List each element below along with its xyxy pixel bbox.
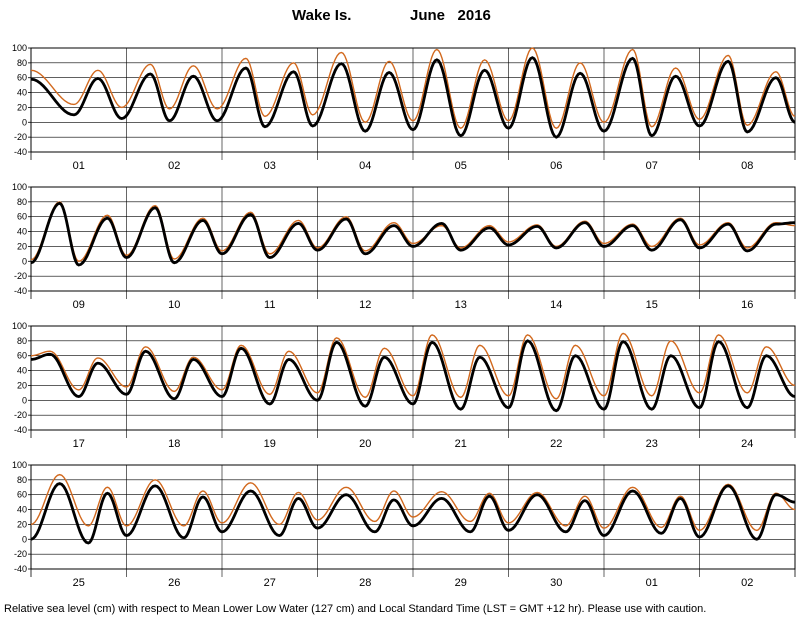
day-label: 30 xyxy=(550,577,562,589)
y-tick-label: -40 xyxy=(14,425,27,435)
day-label: 23 xyxy=(646,438,658,450)
day-label: 02 xyxy=(741,577,753,589)
y-tick-label: 60 xyxy=(17,351,27,361)
predicted-series-line xyxy=(30,201,796,267)
day-label: 01 xyxy=(73,160,85,172)
y-tick-label: 20 xyxy=(17,241,27,251)
day-label: 12 xyxy=(359,299,371,311)
panel-frame xyxy=(30,464,796,570)
chart-footnote: Relative sea level (cm) with respect to … xyxy=(4,603,706,615)
y-tick-label: 80 xyxy=(17,336,27,346)
y-tick-label: -20 xyxy=(14,549,27,559)
day-label: 26 xyxy=(168,577,180,589)
day-label: 02 xyxy=(168,160,180,172)
y-tick-label: 60 xyxy=(17,212,27,222)
day-label: 05 xyxy=(455,160,467,172)
panel-1: 100 80 60 40 20 0 -20 -40 01 02 03 04 05 06 07 08 xyxy=(12,43,796,172)
y-tick-label: -40 xyxy=(14,286,27,296)
panel-3: 100 80 60 40 20 0 -20 -40 17 18 19 20 21 22 23 24 xyxy=(12,321,796,450)
y-tick-label: 40 xyxy=(17,227,27,237)
y-tick-label: -20 xyxy=(14,132,27,142)
y-tick-label: 40 xyxy=(17,88,27,98)
panel-4: 100 80 60 40 20 0 -20 -40 25 26 27 28 29 30 01 02 xyxy=(12,460,796,589)
day-label: 28 xyxy=(359,577,371,589)
y-tick-label: 0 xyxy=(22,395,27,405)
y-tick-label: 100 xyxy=(12,460,27,470)
predicted-series-line xyxy=(30,482,796,545)
chart-title-month-year: June 2016 xyxy=(410,7,491,24)
y-tick-label: 0 xyxy=(22,256,27,266)
day-label: 08 xyxy=(741,160,753,172)
y-tick-label: 80 xyxy=(17,197,27,207)
day-label: 03 xyxy=(264,160,276,172)
y-tick-label: 100 xyxy=(12,43,27,53)
day-label: 06 xyxy=(550,160,562,172)
y-tick-label: 0 xyxy=(22,534,27,544)
day-label: 10 xyxy=(168,299,180,311)
y-tick-label: -40 xyxy=(14,147,27,157)
day-label: 19 xyxy=(264,438,276,450)
y-tick-label: 20 xyxy=(17,102,27,112)
y-tick-label: -20 xyxy=(14,271,27,281)
day-label: 14 xyxy=(550,299,562,311)
y-tick-label: -40 xyxy=(14,564,27,574)
observed-series-line xyxy=(30,332,796,400)
day-label: 07 xyxy=(646,160,658,172)
day-label: 11 xyxy=(264,299,275,311)
day-label: 15 xyxy=(646,299,658,311)
day-label: 21 xyxy=(455,438,467,450)
day-label: 09 xyxy=(73,299,85,311)
day-label: 01 xyxy=(646,577,658,589)
panel-frame xyxy=(30,186,796,292)
y-tick-label: 100 xyxy=(12,182,27,192)
y-tick-label: 80 xyxy=(17,475,27,485)
day-label: 29 xyxy=(455,577,467,589)
day-label: 18 xyxy=(168,438,180,450)
predicted-series-line xyxy=(30,339,796,413)
y-tick-label: 60 xyxy=(17,490,27,500)
y-tick-label: 100 xyxy=(12,321,27,331)
day-label: 27 xyxy=(264,577,276,589)
predicted-series-line xyxy=(30,56,796,139)
day-label: 24 xyxy=(741,438,753,450)
day-label: 20 xyxy=(359,438,371,450)
day-label: 22 xyxy=(550,438,562,450)
day-label: 17 xyxy=(73,438,85,450)
day-label: 16 xyxy=(741,299,753,311)
y-tick-label: 60 xyxy=(17,73,27,83)
y-tick-label: 80 xyxy=(17,58,27,68)
y-tick-label: 40 xyxy=(17,505,27,515)
observed-series-line xyxy=(30,47,796,130)
chart-title-station: Wake Is. xyxy=(292,7,351,24)
panel-frame xyxy=(30,325,796,431)
panel-2: 100 80 60 40 20 0 -20 -40 09 10 11 12 13 14 15 16 xyxy=(12,182,796,311)
y-tick-label: 20 xyxy=(17,380,27,390)
day-label: 25 xyxy=(73,577,85,589)
panel-frame xyxy=(30,47,796,153)
day-label: 13 xyxy=(455,299,467,311)
y-tick-label: -20 xyxy=(14,410,27,420)
y-tick-label: 40 xyxy=(17,366,27,376)
y-tick-label: 0 xyxy=(22,117,27,127)
y-tick-label: 20 xyxy=(17,519,27,529)
day-label: 04 xyxy=(359,160,371,172)
